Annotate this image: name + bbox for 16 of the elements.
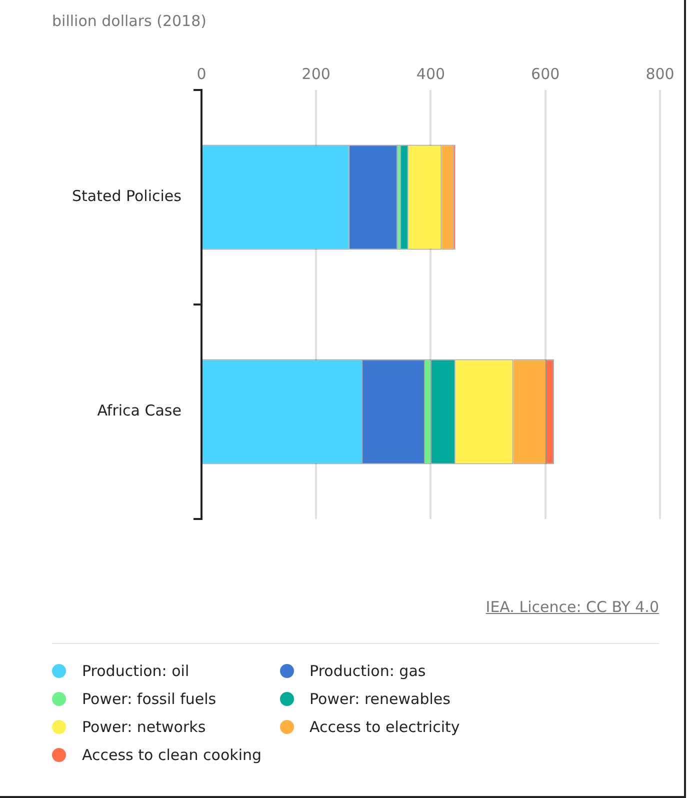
legend-label: Production: oil bbox=[82, 662, 190, 680]
legend-label: Access to clean cooking bbox=[82, 746, 262, 764]
legend-label: Power: fossil fuels bbox=[82, 690, 216, 708]
legend-label: Access to electricity bbox=[310, 718, 460, 736]
x-tick-label: 600 bbox=[531, 64, 560, 83]
x-tick-label: 200 bbox=[302, 64, 330, 83]
legend-label: Power: networks bbox=[82, 718, 206, 736]
x-tick-label: 400 bbox=[416, 64, 446, 83]
x-tick-label: 800 bbox=[646, 64, 674, 83]
chart-subtitle: billion dollars (2018) bbox=[52, 12, 206, 30]
y-tick-label: Stated Policies bbox=[72, 187, 182, 206]
legend-label: Power: renewables bbox=[310, 690, 450, 708]
legend-label: Production: gas bbox=[310, 662, 426, 680]
text: IEA. Licence: CC BY 4.0 bbox=[486, 598, 659, 616]
x-tick-label: 0 bbox=[196, 64, 206, 83]
y-tick-label: Africa Case bbox=[97, 402, 182, 420]
